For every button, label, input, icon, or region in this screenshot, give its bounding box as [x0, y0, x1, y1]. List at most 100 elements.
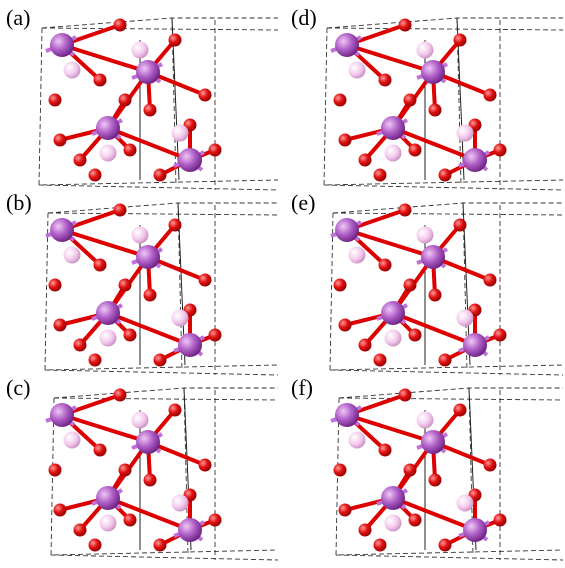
bond: [107, 311, 191, 347]
oxygen-atom: [53, 318, 67, 332]
light-atom: [171, 309, 189, 327]
oxygen-atom: [333, 93, 347, 107]
heavy-atom: [463, 518, 487, 542]
heavy-atom: [96, 486, 120, 510]
oxygen-atom: [403, 93, 417, 107]
oxygen-atom: [373, 353, 387, 367]
structure-panel: (c): [6, 375, 279, 561]
oxygen-atom: [208, 143, 222, 157]
oxygen-atom: [438, 168, 452, 182]
light-atom: [348, 61, 366, 79]
oxygen-atom: [373, 168, 387, 182]
oxygen-atom: [403, 278, 417, 292]
structure-panel: (d): [291, 5, 564, 191]
bond: [346, 228, 434, 259]
oxygen-atom: [168, 33, 182, 47]
oxygen-atom: [53, 503, 67, 517]
panel-label: (f): [291, 375, 313, 400]
panel-label: (a): [6, 5, 30, 30]
oxygen-atom: [398, 18, 412, 32]
light-atom: [416, 41, 434, 59]
heavy-atom: [335, 218, 359, 242]
light-atom: [348, 431, 366, 449]
bond: [392, 126, 476, 162]
bond: [61, 413, 149, 444]
oxygen-atom: [93, 443, 107, 457]
oxygen-atom: [378, 258, 392, 272]
light-atom: [416, 226, 434, 244]
light-atom: [63, 246, 81, 264]
oxygen-atom: [168, 403, 182, 417]
oxygen-atom: [403, 463, 417, 477]
structure-panel: (e): [291, 190, 564, 376]
unit-cell: [335, 387, 564, 561]
oxygen-atom: [88, 538, 102, 552]
heavy-atom: [463, 148, 487, 172]
oxygen-atom: [428, 103, 442, 117]
heavy-atom: [50, 403, 74, 427]
oxygen-atom: [198, 88, 212, 102]
oxygen-atom: [208, 328, 222, 342]
oxygen-atom: [333, 278, 347, 292]
unit-cell: [38, 17, 279, 191]
oxygen-atom: [338, 503, 352, 517]
oxygen-atom: [118, 463, 132, 477]
bond: [107, 496, 191, 532]
oxygen-atom: [53, 133, 67, 147]
light-atom: [456, 309, 474, 327]
unit-cell: [323, 17, 564, 191]
bond: [61, 228, 149, 259]
oxygen-atom: [378, 443, 392, 457]
oxygen-atom: [493, 513, 507, 527]
oxygen-atom: [408, 328, 422, 342]
oxygen-atom: [198, 458, 212, 472]
oxygen-atom: [453, 403, 467, 417]
structure-panel: (b): [6, 190, 279, 376]
oxygen-atom: [428, 473, 442, 487]
oxygen-atom: [93, 258, 107, 272]
oxygen-atom: [48, 278, 62, 292]
oxygen-atom: [88, 168, 102, 182]
oxygen-atom: [118, 93, 132, 107]
bond: [392, 311, 476, 347]
oxygen-atom: [358, 523, 372, 537]
bond: [346, 413, 434, 444]
bond: [107, 126, 191, 162]
light-atom: [384, 144, 402, 162]
oxygen-atom: [338, 318, 352, 332]
oxygen-atom: [153, 168, 167, 182]
heavy-atom: [463, 333, 487, 357]
heavy-atom: [335, 403, 359, 427]
structure-panel: (a): [6, 5, 279, 191]
bond: [392, 496, 476, 532]
light-atom: [456, 494, 474, 512]
heavy-atom: [96, 301, 120, 325]
light-atom: [171, 494, 189, 512]
light-atom: [348, 246, 366, 264]
oxygen-atom: [493, 328, 507, 342]
oxygen-atom: [73, 338, 87, 352]
light-atom: [131, 226, 149, 244]
oxygen-atom: [88, 353, 102, 367]
light-atom: [99, 329, 117, 347]
heavy-atom: [96, 116, 120, 140]
heavy-atom: [421, 430, 445, 454]
heavy-atom: [381, 486, 405, 510]
heavy-atom: [136, 60, 160, 84]
bond: [346, 43, 434, 74]
oxygen-atom: [113, 18, 127, 32]
heavy-atom: [50, 218, 74, 242]
heavy-atom: [178, 518, 202, 542]
light-atom: [63, 431, 81, 449]
oxygen-atom: [398, 388, 412, 402]
heavy-atom: [421, 245, 445, 269]
oxygen-atom: [483, 88, 497, 102]
oxygen-atom: [73, 523, 87, 537]
light-atom: [384, 514, 402, 532]
heavy-atom: [421, 60, 445, 84]
oxygen-atom: [358, 153, 372, 167]
oxygen-atom: [373, 538, 387, 552]
light-atom: [456, 124, 474, 142]
oxygen-atom: [208, 513, 222, 527]
panel-label: (b): [6, 190, 32, 215]
